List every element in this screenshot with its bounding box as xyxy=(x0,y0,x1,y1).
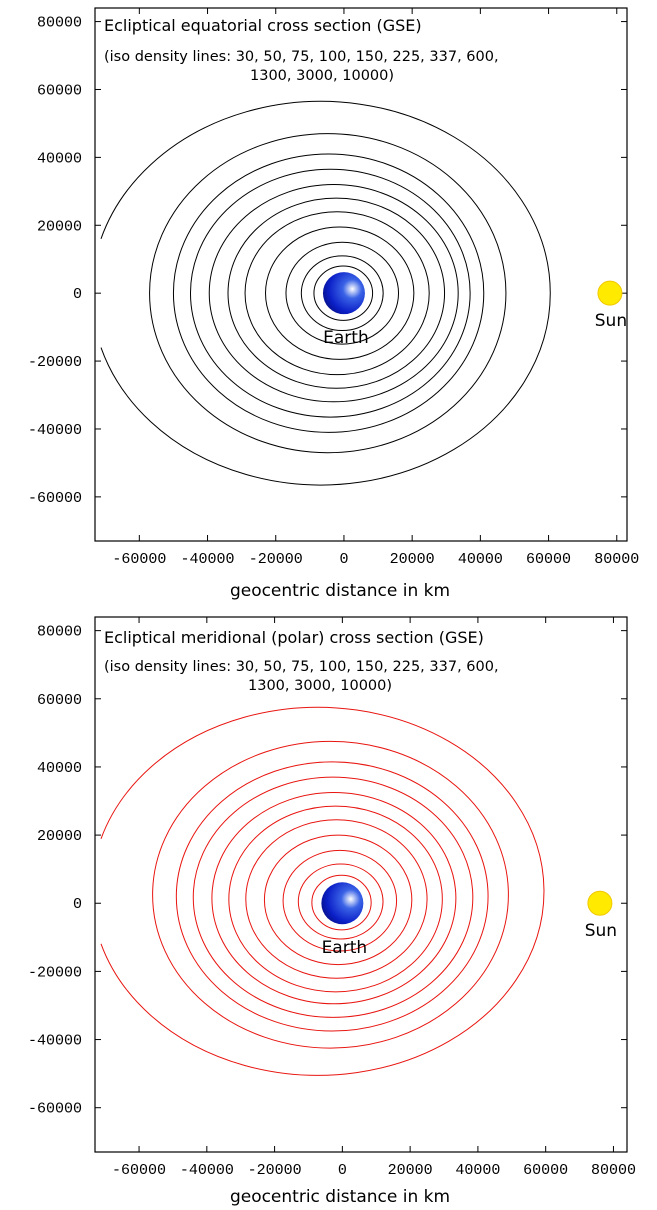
chart-meridional: -60000 -40000 -20000 0 20000 40000 60000 80000 -… xyxy=(28,616,636,1207)
x-tick-label: 80000 xyxy=(591,1162,636,1179)
iso-density-line xyxy=(265,226,415,360)
earth-marker xyxy=(321,882,364,925)
x-tick-label: 20000 xyxy=(390,551,435,568)
chart-equatorial: -60000 -40000 -20000 0 20000 40000 60000 80000 -… xyxy=(28,7,639,601)
x-tick-label: 80000 xyxy=(594,551,639,568)
iso-density-line xyxy=(263,834,413,966)
x-tick-label: -60000 xyxy=(112,551,166,568)
iso-density-line xyxy=(208,184,459,403)
y-tick-label: -20000 xyxy=(28,354,82,371)
iso-density-line xyxy=(189,168,471,418)
axis-ticks: -60000 -40000 -20000 0 20000 40000 60000 80000 -… xyxy=(28,8,639,568)
iso-density-line xyxy=(300,255,384,332)
x-tick-label: 40000 xyxy=(455,1162,500,1179)
x-tick-label: 40000 xyxy=(458,551,503,568)
y-tick-label: 20000 xyxy=(37,828,82,845)
chart-subtitle-line1: (iso density lines: 30, 50, 75, 100, 150… xyxy=(104,49,499,65)
iso-density-line xyxy=(152,740,509,1049)
chart-title: Ecliptical equatorial cross section (GSE… xyxy=(104,16,422,35)
sun-label: Sun xyxy=(595,311,627,331)
sun-marker xyxy=(587,890,613,916)
y-tick-label: 80000 xyxy=(37,15,82,32)
y-tick-label: -20000 xyxy=(28,964,82,981)
contour-lines xyxy=(100,100,551,486)
y-tick-label: 60000 xyxy=(37,82,82,99)
chart-subtitle-line2: 1300, 3000, 10000) xyxy=(248,678,392,694)
iso-density-line xyxy=(211,791,457,1005)
y-tick-label: 20000 xyxy=(37,218,82,235)
x-axis-label: geocentric distance in km xyxy=(230,581,450,601)
x-tick-label: 0 xyxy=(339,551,348,568)
y-tick-label: 60000 xyxy=(37,692,82,709)
y-tick-label: 80000 xyxy=(37,624,82,641)
x-tick-label: -20000 xyxy=(249,551,303,568)
y-tick-label: -40000 xyxy=(28,422,82,439)
earth-label: Earth xyxy=(323,328,369,348)
y-tick-label: 0 xyxy=(73,896,82,913)
iso-density-line xyxy=(245,819,428,979)
y-tick-label: 0 xyxy=(73,286,82,303)
iso-density-line xyxy=(282,849,398,952)
sun-label: Sun xyxy=(585,921,617,941)
chart-title: Ecliptical meridional (polar) cross sect… xyxy=(104,628,484,647)
x-tick-label: 60000 xyxy=(526,551,571,568)
iso-density-line xyxy=(311,874,372,931)
iso-density-line xyxy=(175,761,489,1032)
iso-density-line xyxy=(100,706,545,1076)
plot-frame xyxy=(94,7,628,542)
iso-density-line xyxy=(192,776,474,1018)
iso-density-line xyxy=(228,805,443,993)
chart-subtitle-line1: (iso density lines: 30, 50, 75, 100, 150… xyxy=(104,659,499,675)
sun-marker xyxy=(597,280,623,306)
x-tick-label: -60000 xyxy=(112,1162,166,1179)
y-tick-label: -60000 xyxy=(28,490,82,507)
earth-marker xyxy=(322,272,365,315)
x-tick-label: 0 xyxy=(338,1162,347,1179)
chart-subtitle-line2: 1300, 3000, 10000) xyxy=(250,68,394,84)
y-tick-label: -40000 xyxy=(28,1033,82,1050)
iso-density-line xyxy=(313,265,374,321)
x-tick-label: -40000 xyxy=(181,551,235,568)
earth-label: Earth xyxy=(322,938,368,958)
iso-density-line xyxy=(227,197,446,389)
iso-density-line xyxy=(297,863,384,940)
iso-density-line xyxy=(285,241,400,345)
iso-density-line xyxy=(100,100,551,486)
contour-lines xyxy=(100,706,545,1076)
plot-frame xyxy=(94,616,628,1153)
x-tick-label: -40000 xyxy=(180,1162,234,1179)
iso-density-line xyxy=(244,211,430,376)
y-tick-label: 40000 xyxy=(37,760,82,777)
x-axis-label: geocentric distance in km xyxy=(230,1187,450,1207)
x-tick-label: 60000 xyxy=(523,1162,568,1179)
iso-density-line xyxy=(149,133,507,454)
y-tick-label: 40000 xyxy=(37,150,82,167)
iso-density-line xyxy=(172,153,485,433)
axis-ticks: -60000 -40000 -20000 0 20000 40000 60000 80000 -… xyxy=(28,617,636,1179)
x-tick-label: 20000 xyxy=(388,1162,433,1179)
x-tick-label: -20000 xyxy=(248,1162,302,1179)
y-tick-label: -60000 xyxy=(28,1101,82,1118)
